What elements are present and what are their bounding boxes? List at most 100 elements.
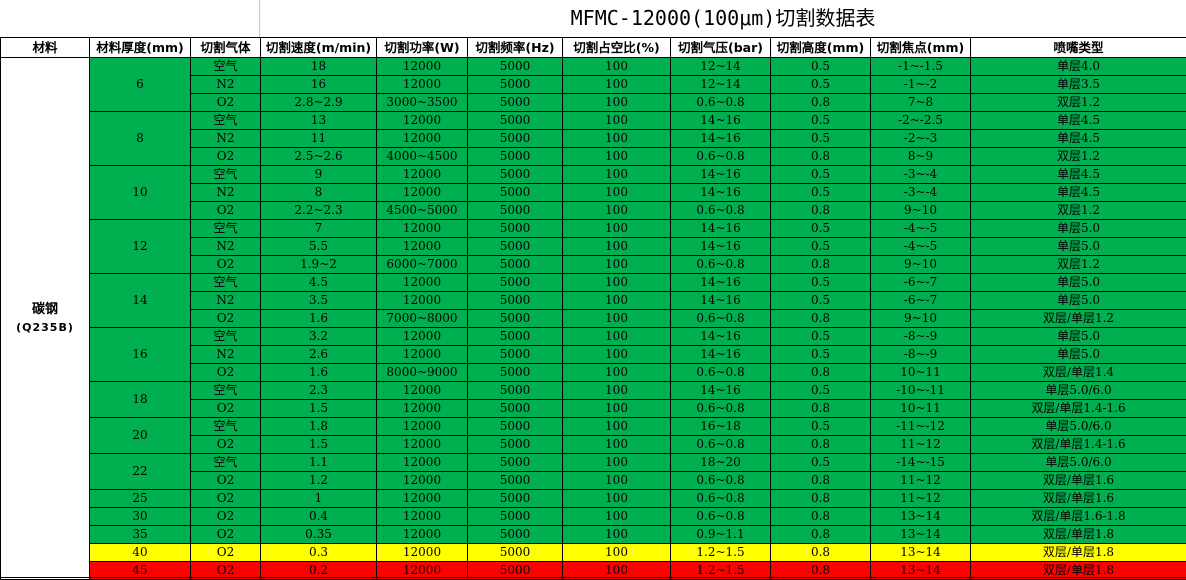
focus-cell[interactable]: 13~14: [870, 561, 971, 580]
pressure-cell[interactable]: 14~16: [670, 111, 771, 130]
gas-cell[interactable]: O2: [190, 489, 261, 508]
power-cell[interactable]: 12000: [376, 525, 468, 544]
focus-cell[interactable]: 9~10: [870, 309, 971, 328]
power-cell[interactable]: 12000: [376, 129, 468, 148]
nozzle-cell[interactable]: 双层/单层1.8: [970, 543, 1186, 562]
gas-cell[interactable]: O2: [190, 255, 261, 274]
duty-cell[interactable]: 100: [562, 111, 671, 130]
power-cell[interactable]: 12000: [376, 561, 468, 580]
height-cell[interactable]: 0.5: [770, 237, 871, 256]
duty-cell[interactable]: 100: [562, 255, 671, 274]
freq-cell[interactable]: 5000: [467, 183, 563, 202]
nozzle-cell[interactable]: 双层/单层1.6-1.8: [970, 507, 1186, 526]
power-cell[interactable]: 6000~7000: [376, 255, 468, 274]
focus-cell[interactable]: 13~14: [870, 543, 971, 562]
focus-cell[interactable]: 13~14: [870, 507, 971, 526]
height-cell[interactable]: 0.5: [770, 219, 871, 238]
freq-cell[interactable]: 5000: [467, 93, 563, 112]
nozzle-cell[interactable]: 单层4.5: [970, 111, 1186, 130]
duty-cell[interactable]: 100: [562, 129, 671, 148]
gas-cell[interactable]: O2: [190, 543, 261, 562]
pressure-cell[interactable]: 0.6~0.8: [670, 201, 771, 220]
power-cell[interactable]: 12000: [376, 399, 468, 418]
nozzle-cell[interactable]: 单层5.0: [970, 345, 1186, 364]
pressure-cell[interactable]: 14~16: [670, 291, 771, 310]
nozzle-cell[interactable]: 双层/单层1.4-1.6: [970, 399, 1186, 418]
focus-cell[interactable]: -8~-9: [870, 345, 971, 364]
freq-cell[interactable]: 5000: [467, 543, 563, 562]
gas-cell[interactable]: O2: [190, 363, 261, 382]
pressure-cell[interactable]: 0.6~0.8: [670, 435, 771, 454]
freq-cell[interactable]: 5000: [467, 399, 563, 418]
duty-cell[interactable]: 100: [562, 381, 671, 400]
speed-cell[interactable]: 16: [260, 75, 377, 94]
freq-cell[interactable]: 5000: [467, 111, 563, 130]
focus-cell[interactable]: -2~-2.5: [870, 111, 971, 130]
height-cell[interactable]: 0.8: [770, 399, 871, 418]
power-cell[interactable]: 12000: [376, 543, 468, 562]
gas-cell[interactable]: N2: [190, 129, 261, 148]
height-cell[interactable]: 0.8: [770, 525, 871, 544]
speed-cell[interactable]: 2.2~2.3: [260, 201, 377, 220]
pressure-cell[interactable]: 14~16: [670, 273, 771, 292]
focus-cell[interactable]: 10~11: [870, 363, 971, 382]
speed-cell[interactable]: 1.8: [260, 417, 377, 436]
sheet-title[interactable]: MFMC-12000(100μm)切割数据表: [570, 6, 876, 30]
height-cell[interactable]: 0.5: [770, 165, 871, 184]
thickness-cell[interactable]: 40: [89, 543, 191, 562]
duty-cell[interactable]: 100: [562, 525, 671, 544]
height-cell[interactable]: 0.8: [770, 255, 871, 274]
gas-cell[interactable]: O2: [190, 435, 261, 454]
speed-cell[interactable]: 1: [260, 489, 377, 508]
focus-cell[interactable]: -6~-7: [870, 291, 971, 310]
gas-cell[interactable]: O2: [190, 399, 261, 418]
power-cell[interactable]: 12000: [376, 507, 468, 526]
speed-cell[interactable]: 2.6: [260, 345, 377, 364]
duty-cell[interactable]: 100: [562, 273, 671, 292]
power-cell[interactable]: 12000: [376, 219, 468, 238]
pressure-cell[interactable]: 0.9~1.1: [670, 525, 771, 544]
height-cell[interactable]: 0.8: [770, 561, 871, 580]
thickness-cell[interactable]: 20: [89, 417, 191, 454]
focus-cell[interactable]: -4~-5: [870, 237, 971, 256]
height-cell[interactable]: 0.5: [770, 345, 871, 364]
duty-cell[interactable]: 100: [562, 363, 671, 382]
pressure-cell[interactable]: 0.6~0.8: [670, 363, 771, 382]
power-cell[interactable]: 12000: [376, 273, 468, 292]
pressure-cell[interactable]: 12~14: [670, 75, 771, 94]
speed-cell[interactable]: 2.3: [260, 381, 377, 400]
gas-cell[interactable]: O2: [190, 525, 261, 544]
gas-cell[interactable]: 空气: [190, 381, 261, 400]
power-cell[interactable]: 12000: [376, 57, 468, 76]
freq-cell[interactable]: 5000: [467, 489, 563, 508]
height-cell[interactable]: 0.5: [770, 273, 871, 292]
nozzle-cell[interactable]: 双层/单层1.2: [970, 309, 1186, 328]
power-cell[interactable]: 12000: [376, 345, 468, 364]
freq-cell[interactable]: 5000: [467, 417, 563, 436]
height-cell[interactable]: 0.8: [770, 363, 871, 382]
freq-cell[interactable]: 5000: [467, 525, 563, 544]
power-cell[interactable]: 12000: [376, 327, 468, 346]
focus-cell[interactable]: -2~-3: [870, 129, 971, 148]
gas-cell[interactable]: N2: [190, 291, 261, 310]
speed-cell[interactable]: 7: [260, 219, 377, 238]
power-cell[interactable]: 4000~4500: [376, 147, 468, 166]
freq-cell[interactable]: 5000: [467, 219, 563, 238]
speed-cell[interactable]: 13: [260, 111, 377, 130]
nozzle-cell[interactable]: 双层/单层1.6: [970, 471, 1186, 490]
duty-cell[interactable]: 100: [562, 75, 671, 94]
duty-cell[interactable]: 100: [562, 435, 671, 454]
pressure-cell[interactable]: 0.6~0.8: [670, 471, 771, 490]
height-cell[interactable]: 0.8: [770, 471, 871, 490]
gas-cell[interactable]: N2: [190, 183, 261, 202]
nozzle-cell[interactable]: 双层/单层1.8: [970, 561, 1186, 580]
height-cell[interactable]: 0.5: [770, 183, 871, 202]
pressure-cell[interactable]: 0.6~0.8: [670, 255, 771, 274]
header-speed[interactable]: 切割速度(m/min): [260, 37, 377, 58]
header-power[interactable]: 切割功率(W): [376, 37, 468, 58]
gas-cell[interactable]: O2: [190, 309, 261, 328]
focus-cell[interactable]: 7~8: [870, 93, 971, 112]
header-height[interactable]: 切割高度(mm): [770, 37, 871, 58]
speed-cell[interactable]: 0.3: [260, 543, 377, 562]
pressure-cell[interactable]: 14~16: [670, 345, 771, 364]
